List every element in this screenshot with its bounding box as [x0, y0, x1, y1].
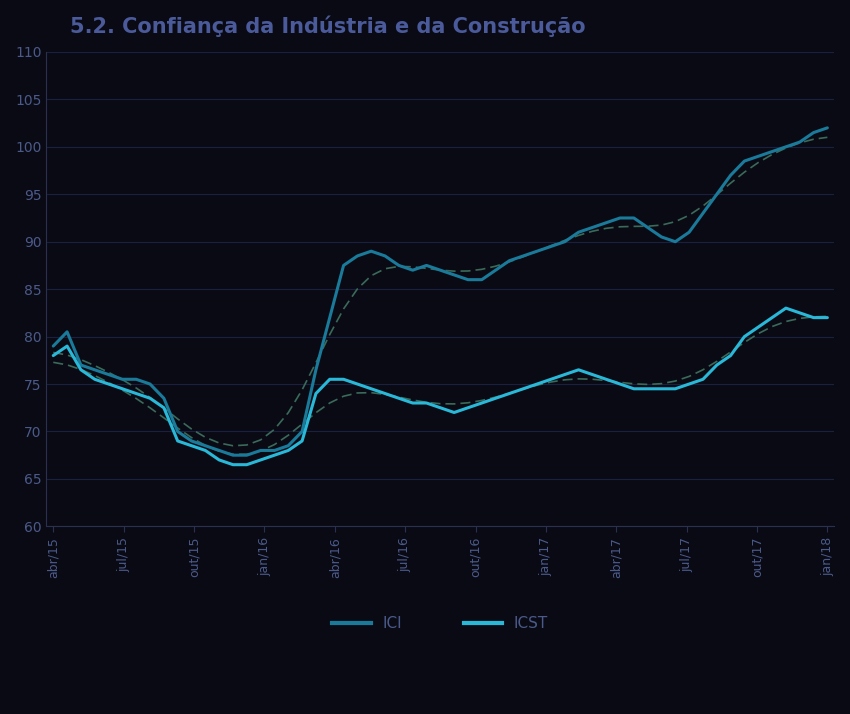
Legend: ICI, ICST: ICI, ICST [326, 610, 554, 638]
Text: 5.2. Confiança da Indústria e da Construção: 5.2. Confiança da Indústria e da Constru… [70, 15, 586, 36]
